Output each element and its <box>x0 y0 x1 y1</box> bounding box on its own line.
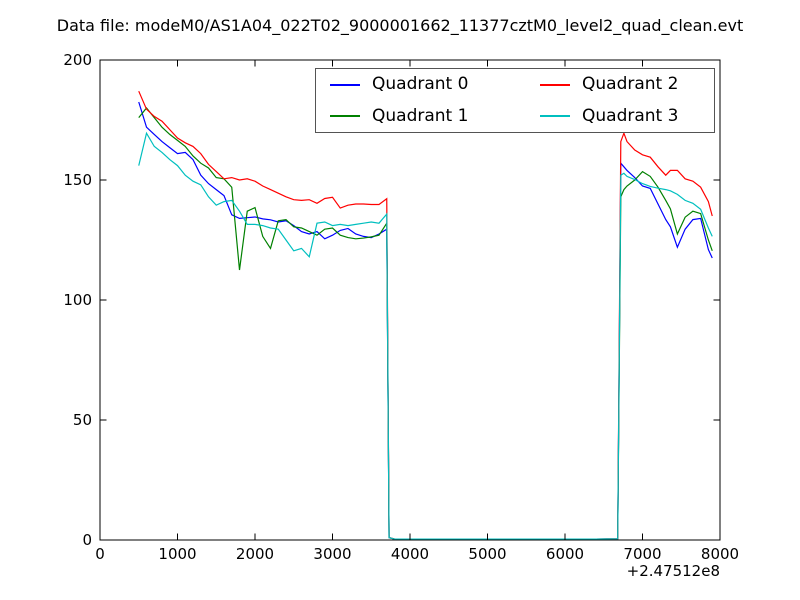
series-line-quadrant-3 <box>138 131 713 540</box>
x-tick-label-3000: 3000 <box>313 545 352 563</box>
x-tick-label-5000: 5000 <box>468 545 507 563</box>
legend-item-quadrant-0: Quadrant 0 <box>316 69 526 101</box>
legend-item-quadrant-1: Quadrant 1 <box>316 101 526 133</box>
x-tick-label-4000: 4000 <box>390 545 430 563</box>
series-line-quadrant-1 <box>138 107 713 540</box>
x-tick-label-7000: 7000 <box>623 545 662 563</box>
legend-item-quadrant-3: Quadrant 3 <box>526 101 714 133</box>
legend-label-quadrant-2: Quadrant 2 <box>582 74 679 95</box>
legend-label-quadrant-3: Quadrant 3 <box>582 105 679 126</box>
x-tick-label-6000: 6000 <box>545 545 585 563</box>
legend-label-quadrant-0: Quadrant 0 <box>372 74 469 95</box>
x-axis-offset-label: +2.47512e8 <box>626 562 720 580</box>
y-tick-label-0: 0 <box>82 531 92 549</box>
legend-line-icon-quadrant-2 <box>540 83 570 86</box>
legend-item-quadrant-2: Quadrant 2 <box>526 69 714 101</box>
chart-title: Data file: modeM0/AS1A04_022T02_90000016… <box>56 16 744 35</box>
x-tick-label-0: 0 <box>95 545 105 563</box>
y-tick-label-100: 100 <box>63 291 92 309</box>
x-tick-label-1000: 1000 <box>158 545 197 563</box>
legend-line-icon-quadrant-0 <box>330 83 360 86</box>
legend: Quadrant 0 Quadrant 1 Quadrant 2 Quadran… <box>315 68 715 133</box>
y-tick-label-50: 50 <box>72 411 92 429</box>
series-line-quadrant-0 <box>138 101 713 540</box>
legend-line-icon-quadrant-3 <box>540 115 570 118</box>
series-line-quadrant-2 <box>138 90 713 540</box>
y-tick-label-200: 200 <box>63 51 92 69</box>
y-tick-label-150: 150 <box>63 171 92 189</box>
x-tick-label-8000: 8000 <box>700 545 740 563</box>
x-tick-label-2000: 2000 <box>235 545 275 563</box>
legend-label-quadrant-1: Quadrant 1 <box>372 105 469 126</box>
legend-line-icon-quadrant-1 <box>330 115 360 118</box>
